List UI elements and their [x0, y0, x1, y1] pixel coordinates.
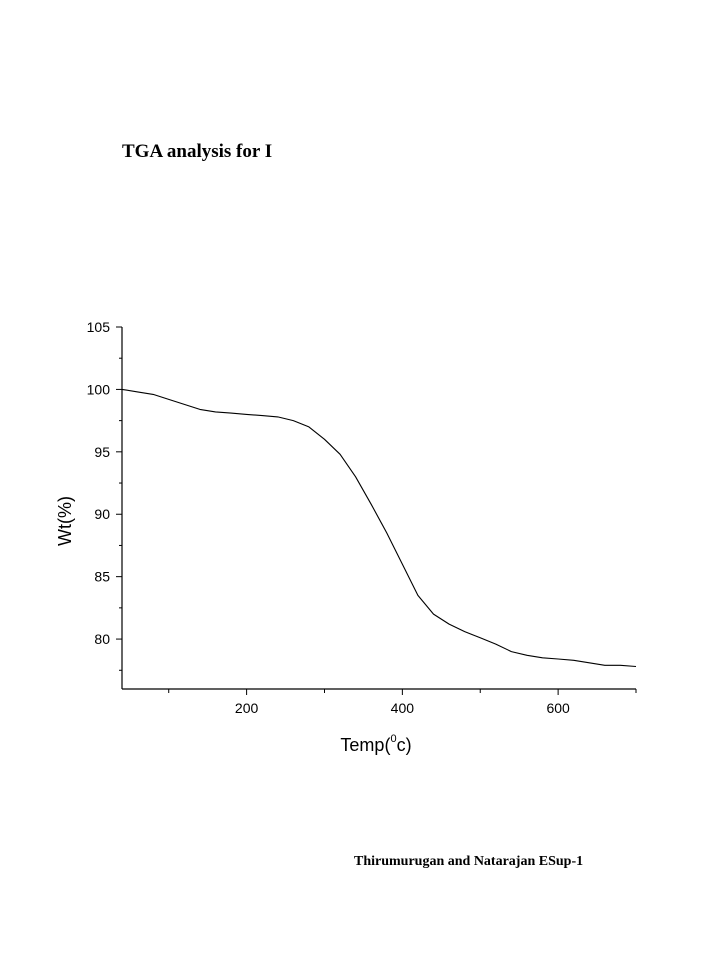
x-tick-label: 600 [546, 700, 570, 716]
y-axis-label: Wt(%) [55, 496, 75, 546]
x-axis-label: Temp(0c) [340, 733, 411, 755]
ticks [116, 326, 637, 695]
y-tick-label: 95 [94, 444, 110, 460]
series-layer [121, 388, 637, 668]
x-axis-label-superscript: 0 [390, 733, 396, 745]
y-tick-label: 80 [94, 631, 110, 647]
series-line [121, 388, 637, 668]
x-tick-label: 400 [391, 700, 415, 716]
x-axis-label-main: Temp( [340, 735, 390, 755]
page-title: TGA analysis for I [122, 141, 273, 162]
x-axis-label-end: c) [397, 735, 412, 755]
tick-labels: 80 85 90 95 100 105 200 400 600 [87, 319, 570, 716]
y-tick-label: 90 [94, 506, 110, 522]
axes [121, 327, 636, 690]
y-tick-label: 105 [87, 319, 111, 335]
y-tick-label: 85 [94, 569, 110, 585]
y-tick-label: 100 [87, 381, 111, 397]
footer-credit: Thirumurugan and Natarajan ESup-1 [354, 854, 584, 869]
x-tick-label: 200 [235, 700, 259, 716]
